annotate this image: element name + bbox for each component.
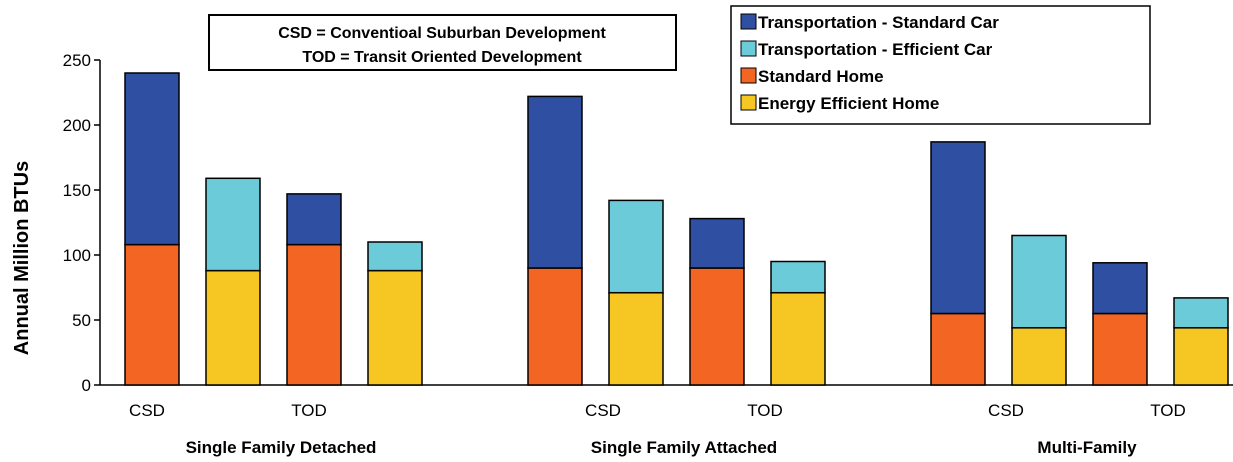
bar-segment-transportation: [1173, 297, 1229, 329]
bar-segment-home: [930, 312, 986, 386]
bar-segment-home: [205, 269, 261, 386]
x-sub-label-tod: TOD: [291, 401, 327, 420]
bar-segment-home: [1173, 327, 1229, 386]
legend-entry-label: Transportation - Efficient Car: [758, 40, 993, 59]
bar-segment-transportation: [608, 199, 664, 294]
bar-segment-transportation: [124, 72, 180, 246]
bar-segment-home: [367, 269, 423, 386]
abbreviation-note: CSD = Conventioal Suburban Development T…: [208, 14, 677, 71]
bar-segment-transportation: [1011, 234, 1067, 329]
legend-swatch: [740, 40, 757, 57]
x-sub-label-csd: CSD: [129, 401, 165, 420]
y-tick-label: 250: [63, 51, 91, 70]
legend-entry-label: Energy Efficient Home: [758, 94, 939, 113]
x-sub-label-tod: TOD: [747, 401, 783, 420]
abbreviation-note-line-2: TOD = Transit Oriented Development: [302, 49, 582, 66]
y-tick-label: 150: [63, 181, 91, 200]
abbreviation-note-line-1: CSD = Conventioal Suburban Development: [278, 25, 606, 42]
bar-segment-transportation: [205, 177, 261, 272]
abbreviation-note-box: [208, 14, 677, 71]
bar-segment-transportation: [1092, 262, 1148, 315]
bars: [124, 72, 1229, 386]
x-group-label: Single Family Detached: [186, 438, 377, 457]
bar-segment-home: [1092, 312, 1148, 386]
legend-swatch: [740, 94, 757, 111]
legend-swatch: [740, 13, 757, 30]
legend-entry-label: Transportation - Standard Car: [758, 13, 999, 32]
legend-swatch: [740, 67, 757, 84]
bar-segment-home: [608, 291, 664, 386]
x-group-label: Multi-Family: [1037, 438, 1137, 457]
bar-segment-home: [770, 291, 826, 386]
y-tick-label: 50: [72, 311, 91, 330]
category-labels: CSD TOD Single Family Detached CSD TOD Single…: [129, 401, 1186, 457]
legend-entry-label: Standard Home: [758, 67, 884, 86]
bar-segment-home: [124, 243, 180, 386]
x-sub-label-csd: CSD: [585, 401, 621, 420]
bar-segment-home: [527, 267, 583, 386]
bar-segment-transportation: [689, 217, 745, 269]
y-tick-label: 200: [63, 116, 91, 135]
bar-segment-transportation: [770, 260, 826, 294]
x-sub-label-tod: TOD: [1150, 401, 1186, 420]
bar-segment-transportation: [930, 141, 986, 315]
x-sub-label-csd: CSD: [988, 401, 1024, 420]
bar-segment-home: [1011, 327, 1067, 386]
bar-segment-transportation: [286, 193, 342, 246]
legend: Transportation - Standard Car Transportat…: [730, 5, 1151, 125]
bar-segment-transportation: [367, 241, 423, 272]
legend-box: [730, 5, 1151, 125]
y-tick-label: 100: [63, 246, 91, 265]
bar-segment-home: [689, 267, 745, 386]
x-group-label: Single Family Attached: [591, 438, 777, 457]
bar-segment-transportation: [527, 95, 583, 269]
y-tick-label: 0: [82, 376, 91, 395]
bar-segment-home: [286, 243, 342, 386]
y-axis-label: Annual Million BTUs: [11, 161, 33, 355]
